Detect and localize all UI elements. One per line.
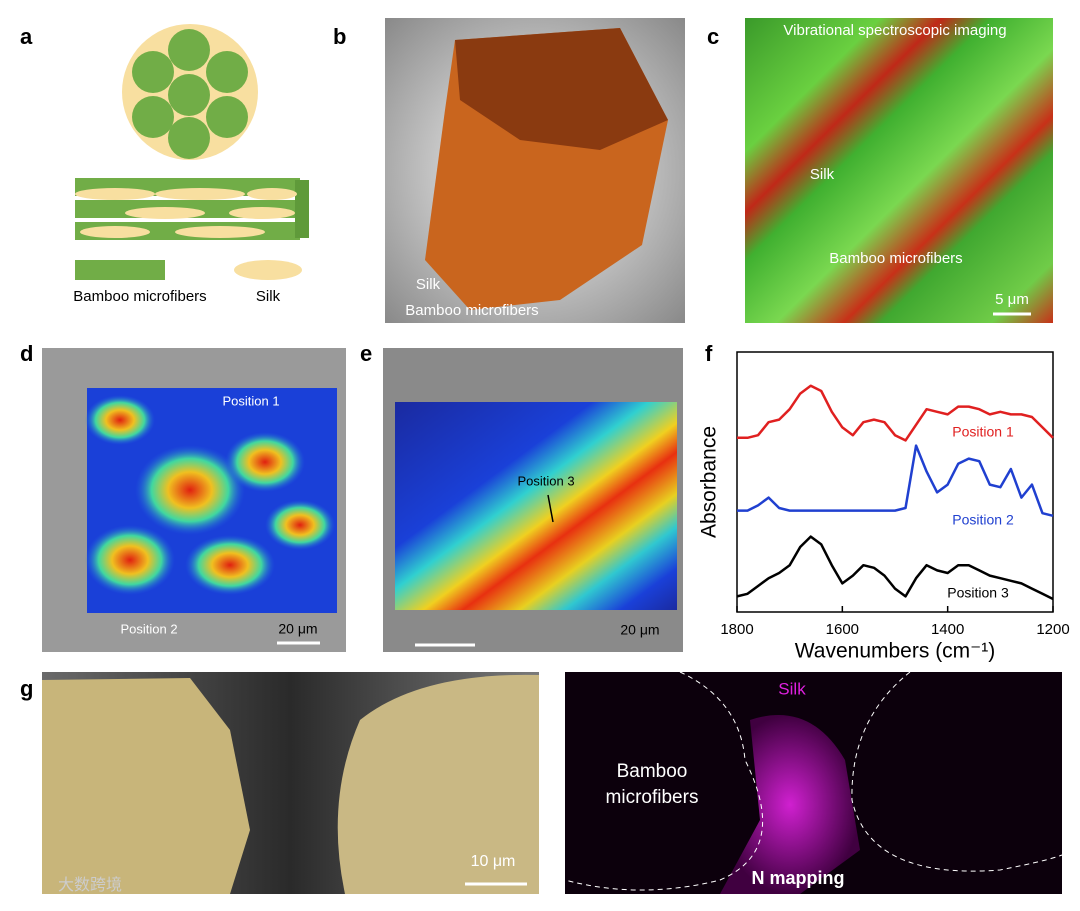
series-label: Position 3	[947, 585, 1009, 601]
x-tick-label: 1400	[931, 621, 964, 638]
annotation: Position 2	[120, 621, 177, 636]
scale-label: 20 μm	[278, 621, 317, 637]
heatmap-hotspots	[85, 395, 335, 595]
scale-label: 10 μm	[471, 853, 516, 870]
fiber-circles	[132, 29, 248, 159]
panel-letter: g	[20, 676, 33, 701]
panel-e: e Position 3 20 μm	[360, 341, 683, 652]
panel-f: f Wavenumbers (cm⁻¹) Absorbance 1800 1600…	[698, 341, 1070, 663]
series-label: Position 2	[952, 512, 1014, 528]
panel-c: c Vibrational spectroscopic imaging Silk…	[707, 18, 1053, 323]
series-line	[737, 444, 1054, 518]
spectroscopic-image	[745, 18, 1053, 323]
legend-silk-icon	[234, 260, 302, 280]
legend-label: Bamboo microfibers	[73, 288, 206, 305]
x-tick-label: 1800	[720, 621, 753, 638]
series-label: Position 1	[952, 424, 1014, 440]
x-axis-label: Wavenumbers (cm⁻¹)	[795, 640, 996, 663]
legend-label: Silk	[256, 288, 281, 305]
fiber-region	[42, 678, 250, 894]
silk-signal	[720, 715, 860, 894]
annotation: Silk	[810, 166, 835, 183]
y-axis-label: Absorbance	[698, 426, 721, 538]
annotation: Silk	[416, 276, 441, 293]
annotation: Bamboo microfibers	[829, 250, 962, 267]
heatmap	[395, 402, 677, 610]
panel-letter: d	[20, 341, 33, 366]
series-line	[736, 535, 1054, 601]
ct-top-face	[455, 28, 668, 150]
panel-d: d Position 1 Position 2 20 μm	[20, 341, 346, 652]
panel-g: g 10 μm Silk Bamboo microfibers N mappin…	[20, 671, 1063, 894]
legend-fiber-icon	[75, 260, 165, 280]
series-line	[737, 384, 1054, 442]
annotation: microfibers	[606, 787, 699, 808]
boundary	[851, 671, 1063, 872]
boundary	[564, 671, 764, 891]
annotation: Bamboo	[617, 761, 688, 782]
panel-letter: a	[20, 24, 33, 49]
plot-frame	[736, 351, 1054, 613]
image-title: Vibrational spectroscopic imaging	[783, 22, 1006, 39]
scale-label: 20 μm	[620, 622, 659, 638]
watermark: 大数跨境	[58, 875, 122, 894]
fiber-region	[337, 674, 539, 894]
scale-label: 5 μm	[995, 291, 1029, 308]
panel-letter: b	[333, 24, 346, 49]
annotation: Position 1	[222, 393, 279, 408]
panel-letter: c	[707, 24, 719, 49]
arrow	[547, 494, 554, 523]
panel-letter: e	[360, 341, 372, 366]
panel-a: a Bamboo microfibers Silk	[20, 24, 309, 305]
panel-letter: f	[705, 341, 713, 366]
panel-b: b Silk Bamboo microfibers	[333, 18, 685, 323]
x-tick-label: 1600	[826, 621, 859, 638]
annotation: N mapping	[752, 868, 845, 888]
annotation: Silk	[778, 679, 806, 698]
fiber-rods	[75, 178, 309, 240]
x-tick-label: 1200	[1036, 621, 1069, 638]
annotation: Bamboo microfibers	[405, 302, 538, 319]
annotation: Position 3	[517, 473, 574, 488]
